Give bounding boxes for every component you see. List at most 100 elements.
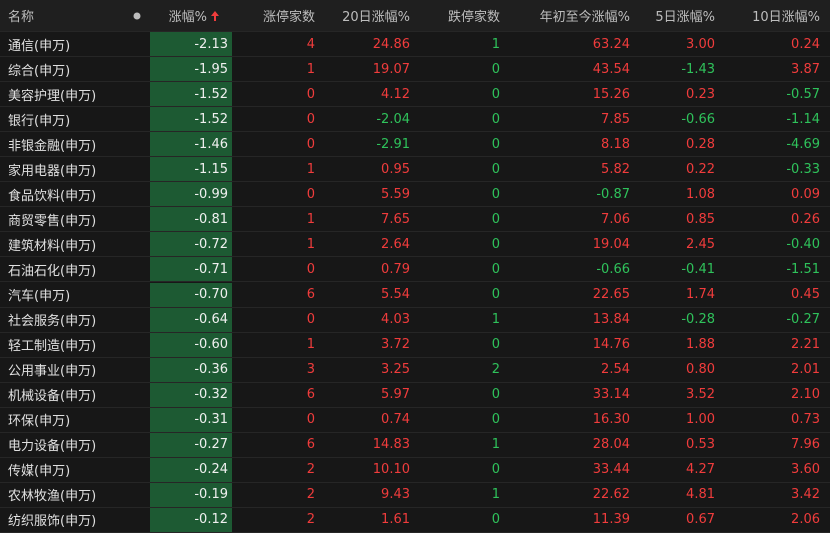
value-cell: -0.66 (596, 261, 630, 277)
value-cell: -0.57 (786, 86, 820, 102)
column-header[interactable]: 20日涨幅% (325, 0, 420, 31)
column-header[interactable]: 涨幅% (150, 0, 232, 31)
table-row[interactable]: 纺织服饰(申万) -0.12 2 1.61 0 11.39 0.67 2.06 (0, 507, 830, 533)
value-cell: 7.06 (601, 211, 630, 227)
value-cell: 24.86 (372, 36, 410, 52)
table-row[interactable]: 汽车(申万) -0.70 6 5.54 0 22.65 1.74 0.45 (0, 282, 830, 308)
table-row[interactable]: 家用电器(申万) -1.15 1 0.95 0 5.82 0.22 -0.33 (0, 157, 830, 183)
value-cell: 9.43 (381, 487, 410, 503)
sector-name: 商贸零售(申万) (8, 213, 97, 229)
table-row[interactable]: 非银金融(申万) -1.46 0 -2.91 0 8.18 0.28 -4.69 (0, 132, 830, 158)
value-cell: -1.52 (150, 107, 232, 132)
value-cell: 0 (491, 186, 500, 202)
value-cell: 3.42 (791, 487, 820, 503)
header-label: 年初至今涨幅% (539, 10, 630, 25)
value-cell: -0.27 (150, 432, 232, 457)
value-cell: -0.70 (150, 282, 232, 307)
value-cell: 7.96 (791, 437, 820, 453)
table-row[interactable]: 通信(申万) -2.13 4 24.86 1 63.24 3.00 0.24 (0, 32, 830, 57)
value-cell: 5.82 (601, 161, 630, 177)
value-cell: 13.84 (592, 312, 630, 328)
value-cell: -0.36 (150, 357, 232, 382)
sector-name: 家用电器(申万) (8, 163, 97, 179)
value-cell: 0.26 (791, 211, 820, 227)
value-cell: 0 (491, 161, 500, 177)
value-cell: 33.44 (592, 462, 630, 478)
value-cell: 19.07 (372, 61, 410, 77)
value-cell: -0.31 (150, 407, 232, 432)
value-cell: 6 (306, 437, 315, 453)
value-cell: -0.71 (150, 257, 232, 282)
settings-dot[interactable] (133, 12, 141, 20)
value-cell: -0.41 (681, 261, 715, 277)
value-cell: -0.19 (150, 482, 232, 507)
column-header[interactable]: 跌停家数 (420, 0, 510, 31)
value-cell: 3.72 (381, 337, 410, 353)
header-row: 名称 涨幅% 涨停家数 20日涨幅% 跌停家数 年初至今涨幅% 5日涨幅% 10日涨幅% (0, 0, 830, 32)
table-row[interactable]: 商贸零售(申万) -0.81 1 7.65 0 7.06 0.85 0.26 (0, 207, 830, 233)
value-cell: 1.74 (686, 287, 715, 302)
table-row[interactable]: 农林牧渔(申万) -0.19 2 9.43 1 22.62 4.81 3.42 (0, 482, 830, 508)
value-cell: 1 (491, 36, 500, 52)
value-cell: 1 (491, 487, 500, 503)
value-cell: 6 (306, 287, 315, 302)
table-row[interactable]: 食品饮料(申万) -0.99 0 5.59 0 -0.87 1.08 0.09 (0, 182, 830, 208)
table-row[interactable]: 石油石化(申万) -0.71 0 0.79 0 -0.66 -0.41 -1.51 (0, 257, 830, 283)
value-cell: 2.01 (791, 362, 820, 378)
table-row[interactable]: 社会服务(申万) -0.64 0 4.03 1 13.84 -0.28 -0.27 (0, 307, 830, 333)
column-header[interactable]: 年初至今涨幅% (510, 0, 640, 31)
table-row[interactable]: 电力设备(申万) -0.27 6 14.83 1 28.04 0.53 7.96 (0, 432, 830, 458)
value-cell: -0.32 (150, 382, 232, 407)
sector-name: 建筑材料(申万) (8, 238, 97, 254)
header-label: 名称 (8, 10, 35, 25)
value-cell: 1 (491, 312, 500, 328)
value-cell: -1.51 (786, 261, 820, 277)
table-row[interactable]: 综合(申万) -1.95 1 19.07 0 43.54 -1.43 3.87 (0, 57, 830, 83)
value-cell: -0.64 (150, 307, 232, 332)
value-cell: -2.13 (150, 32, 232, 56)
value-cell: 4.27 (686, 462, 715, 478)
value-cell: 0 (491, 462, 500, 478)
column-header[interactable]: 10日涨幅% (725, 0, 830, 31)
value-cell: 0.95 (381, 161, 410, 177)
sector-name: 食品饮料(申万) (8, 188, 97, 204)
value-cell: -0.24 (150, 457, 232, 482)
value-cell: 14.76 (592, 337, 630, 353)
table-row[interactable]: 美容护理(申万) -1.52 0 4.12 0 15.26 0.23 -0.57 (0, 82, 830, 108)
table-row[interactable]: 银行(申万) -1.52 0 -2.04 0 7.85 -0.66 -1.14 (0, 107, 830, 133)
value-cell: 4.12 (381, 86, 410, 102)
table-row[interactable]: 轻工制造(申万) -0.60 1 3.72 0 14.76 1.88 2.21 (0, 332, 830, 358)
table-row[interactable]: 建筑材料(申万) -0.72 1 2.64 0 19.04 2.45 -0.40 (0, 232, 830, 258)
value-cell: 2 (491, 362, 500, 378)
value-cell: -4.69 (786, 136, 820, 152)
value-cell: 7.85 (601, 111, 630, 127)
column-header[interactable]: 名称 (0, 0, 120, 31)
column-header[interactable]: 5日涨幅% (640, 0, 725, 31)
sector-name: 轻工制造(申万) (8, 339, 97, 355)
value-cell: 0 (306, 111, 315, 127)
table-row[interactable]: 环保(申万) -0.31 0 0.74 0 16.30 1.00 0.73 (0, 407, 830, 433)
sector-name: 石油石化(申万) (8, 263, 97, 279)
value-cell: -0.66 (681, 111, 715, 127)
value-cell: 22.65 (592, 287, 630, 302)
table-row[interactable]: 公用事业(申万) -0.36 3 3.25 2 2.54 0.80 2.01 (0, 357, 830, 383)
table-row[interactable]: 传媒(申万) -0.24 2 10.10 0 33.44 4.27 3.60 (0, 457, 830, 483)
value-cell: 2 (306, 512, 315, 528)
value-cell: 0 (306, 312, 315, 328)
value-cell: 0 (306, 261, 315, 277)
value-cell: 0.79 (381, 261, 410, 277)
value-cell: 0.09 (791, 186, 820, 202)
value-cell: 1 (306, 61, 315, 77)
value-cell: -0.99 (150, 182, 232, 207)
value-cell: 1 (306, 236, 315, 252)
value-cell: 22.62 (592, 487, 630, 503)
value-cell: 33.14 (592, 387, 630, 403)
column-header[interactable]: 涨停家数 (232, 0, 325, 31)
table-row[interactable]: 机械设备(申万) -0.32 6 5.97 0 33.14 3.52 2.10 (0, 382, 830, 408)
value-cell: 1 (491, 437, 500, 453)
value-cell: 1.61 (381, 512, 410, 528)
value-cell: 1.88 (686, 337, 715, 353)
value-cell: 0 (491, 337, 500, 353)
value-cell: 0 (491, 261, 500, 277)
